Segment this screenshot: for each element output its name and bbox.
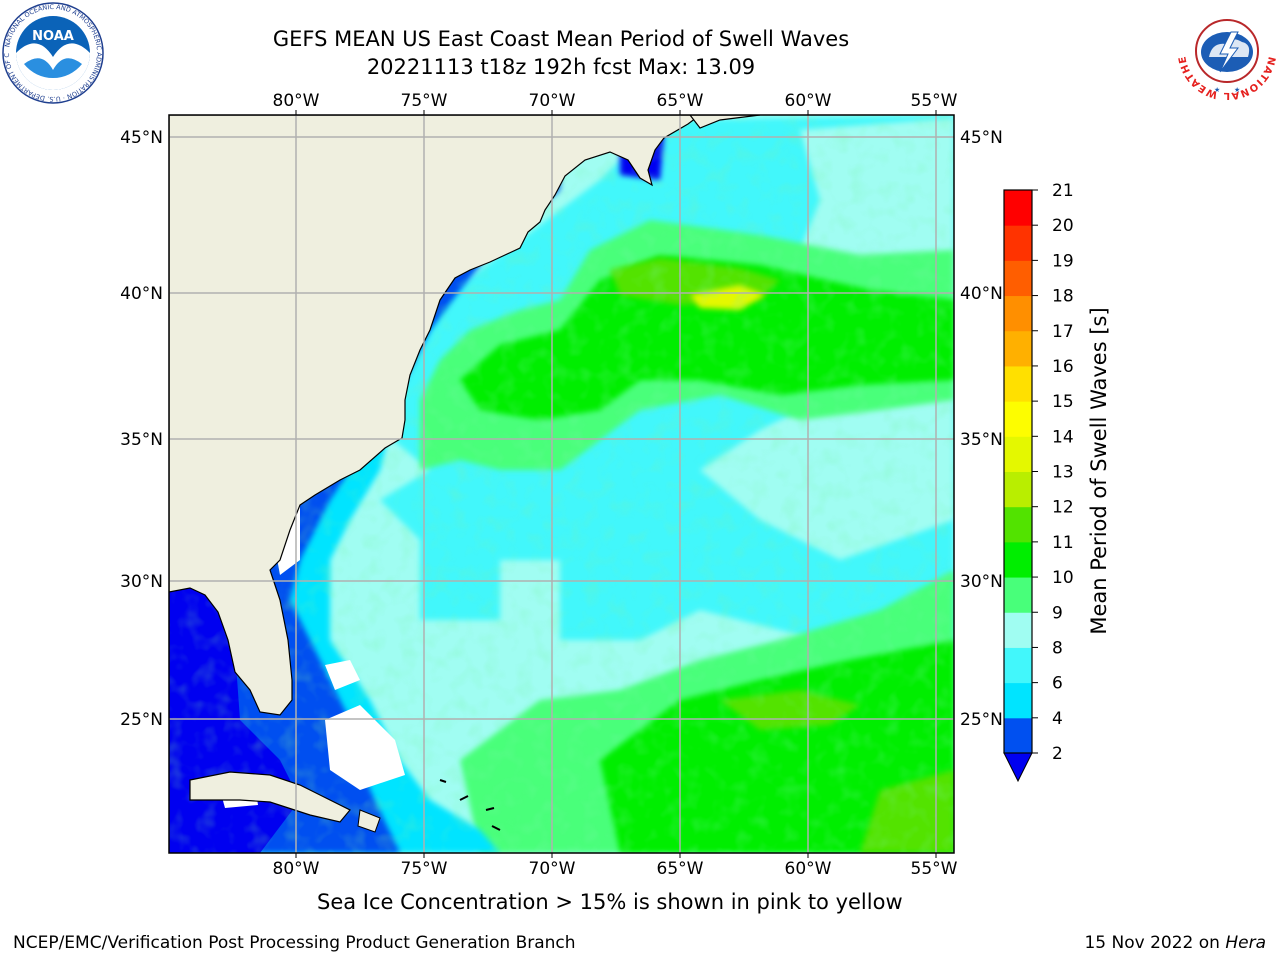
colorbar-segment [1004, 577, 1032, 613]
lon-label-bottom: 75°W [401, 859, 448, 879]
colorbar-segment [1004, 295, 1032, 332]
footer-date: 15 Nov 2022 on Hera [1084, 933, 1266, 953]
chart-title: GEFS MEAN US East Coast Mean Period of S… [272, 27, 850, 51]
colorbar-segment [1004, 471, 1032, 508]
colorbar-segment [1004, 225, 1032, 261]
colorbar-tick-label: 16 [1052, 357, 1074, 377]
lat-label-right: 25°N [960, 710, 1003, 730]
colorbar-under-arrow [1003, 752, 1033, 783]
colorbar-tick-label: 9 [1052, 603, 1063, 623]
colorbar-tick-label: 12 [1052, 498, 1074, 518]
bahamas-no-data [325, 705, 405, 790]
lon-label-top: 80°W [273, 91, 320, 111]
land-masses [169, 115, 761, 833]
lat-label-right: 35°N [960, 430, 1003, 450]
map-ticks [295, 110, 937, 858]
footer-date-text: 15 Nov 2022 on [1084, 933, 1226, 953]
longitude-labels: 80°W 75°W 70°W 65°W 60°W 55°W 80°W 75°W … [273, 91, 958, 879]
colorbar-tick-label: 11 [1052, 533, 1074, 553]
lon-label-top: 55°W [911, 91, 958, 111]
colorbar-segment [1004, 330, 1032, 367]
latitude-labels: 45°N 40°N 35°N 30°N 25°N 45°N 40°N 35°N … [120, 128, 1003, 730]
colorbar-ticks: 2 4 6 8 9 10 11 12 13 14 15 16 17 18 19 20 21 [1032, 181, 1074, 764]
bahamas-no-data-north [325, 660, 360, 690]
footer-machine: Hera [1225, 933, 1266, 953]
colorbar-tick-label: 15 [1052, 392, 1074, 412]
svg-text:★: ★ [1234, 86, 1240, 94]
cuba-land [189, 771, 351, 823]
chart-subtitle: 20221113 t18z 192h fcst Max: 13.09 [366, 55, 756, 79]
lat-label-right: 40°N [960, 284, 1003, 304]
colorbar-segment [1004, 682, 1032, 719]
lon-label-top: 70°W [529, 91, 576, 111]
lon-label-top: 65°W [657, 91, 704, 111]
colorbar-segment [1004, 436, 1032, 472]
colorbar-segment [1004, 612, 1032, 648]
sea-ice-caption: Sea Ice Concentration > 15% is shown in … [317, 890, 903, 914]
lon-label-bottom: 55°W [911, 859, 958, 879]
colorbar-tick-label: 2 [1052, 744, 1063, 764]
noaa-logo-text: NOAA [32, 29, 74, 44]
map-panel [169, 115, 954, 853]
colorbar-tick-label: 21 [1052, 181, 1074, 201]
colorbar: 2 4 6 8 9 10 11 12 13 14 15 16 17 18 19 20 21 Mean Perio… [1003, 181, 1111, 783]
hispaniola-land [357, 809, 381, 833]
map-frame [168, 114, 955, 854]
colorbar-tick-label: 18 [1052, 287, 1074, 307]
svg-text:★: ★ [1214, 86, 1220, 94]
colorbar-segment [1004, 541, 1032, 578]
colorbar-tick-label: 6 [1052, 674, 1063, 694]
lon-label-bottom: 60°W [785, 859, 832, 879]
colorbar-segment [1004, 260, 1032, 297]
colorbar-tick-label: 8 [1052, 638, 1063, 658]
colorbar-tick-label: 17 [1052, 322, 1074, 342]
colorbar-tick-label: 14 [1052, 427, 1074, 447]
lat-label-right: 30°N [960, 572, 1003, 592]
lat-label-left: 35°N [120, 430, 163, 450]
colorbar-segment [1004, 506, 1032, 543]
colorbar-tick-label: 4 [1052, 709, 1063, 729]
colorbar-segment [1004, 647, 1032, 684]
colorbar-tick-label: 19 [1052, 251, 1074, 271]
graticule [169, 115, 954, 853]
colorbar-segment [1004, 401, 1032, 437]
colorbar-tick-label: 10 [1052, 568, 1074, 588]
noaa-logo: NATIONAL OCEANIC AND ATMOSPHERIC ADMINIS… [2, 2, 104, 104]
lon-label-bottom: 65°W [657, 859, 704, 879]
lat-label-right: 45°N [960, 128, 1003, 148]
colorbar-tick-label: 13 [1052, 463, 1074, 483]
north-america-land [169, 115, 701, 716]
lat-label-left: 40°N [120, 284, 163, 304]
footer-credit: NCEP/EMC/Verification Post Processing Pr… [13, 933, 576, 953]
island-outlines [439, 779, 501, 831]
nova-scotia-land [689, 115, 761, 129]
colorbar-segment [1004, 717, 1032, 754]
lat-label-left: 25°N [120, 710, 163, 730]
colorbar-label: Mean Period of Swell Waves [s] [1087, 307, 1111, 634]
colorbar-segment [1004, 190, 1032, 226]
lon-label-bottom: 70°W [529, 859, 576, 879]
lat-label-left: 45°N [120, 128, 163, 148]
lat-label-left: 30°N [120, 572, 163, 592]
lon-label-top: 75°W [401, 91, 448, 111]
colorbar-segments [1004, 190, 1032, 754]
colorbar-tick-label: 20 [1052, 216, 1074, 236]
lon-label-bottom: 80°W [273, 859, 320, 879]
lon-label-top: 60°W [785, 91, 832, 111]
nws-logo: NATIONAL WEATHER SERVICE ★ ★ [1176, 2, 1276, 100]
colorbar-segment [1004, 365, 1032, 402]
